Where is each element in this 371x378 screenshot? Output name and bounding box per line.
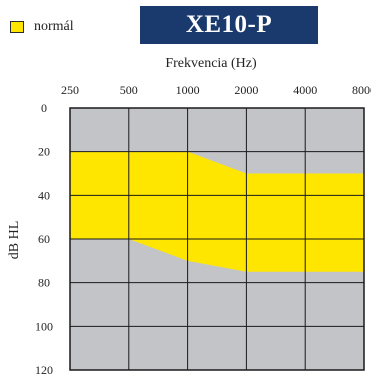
x-tick-label: 4000 xyxy=(293,83,317,97)
y-tick-label: 20 xyxy=(38,145,50,159)
y-tick-label: 100 xyxy=(35,319,53,333)
y-tick-label: 120 xyxy=(35,363,53,377)
x-tick-label: 2000 xyxy=(234,83,258,97)
plot-area xyxy=(69,107,365,371)
plot-frame xyxy=(69,107,365,371)
chart-title: Frekvencia (Hz) xyxy=(165,56,257,71)
x-tick-label: 250 xyxy=(61,83,79,97)
legend-swatch xyxy=(10,21,24,33)
x-tick-label: 1000 xyxy=(176,83,200,97)
legend: normál xyxy=(10,20,74,34)
y-axis-label: dB HL xyxy=(7,221,22,260)
y-tick-label: 80 xyxy=(38,276,50,290)
y-tick-labels: 0 20 40 60 80 100 120 xyxy=(35,101,53,377)
x-tick-label: 500 xyxy=(120,83,138,97)
y-tick-label: 60 xyxy=(38,232,50,246)
model-badge: XE10-P xyxy=(140,6,318,44)
y-tick-label: 0 xyxy=(41,101,47,115)
legend-label: normál xyxy=(34,19,74,34)
normal-range-band xyxy=(70,151,364,272)
y-tick-label: 40 xyxy=(38,188,50,202)
